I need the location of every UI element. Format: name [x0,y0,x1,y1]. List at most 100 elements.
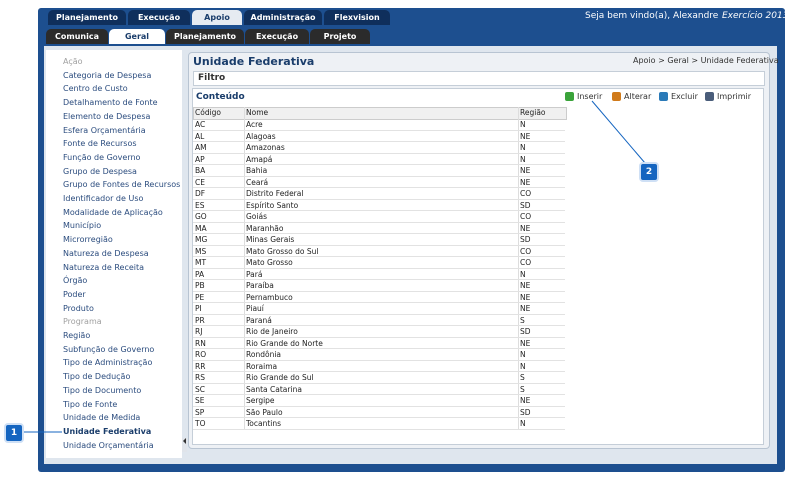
table-row[interactable] [193,326,565,338]
table-row[interactable] [193,177,565,188]
sidebar-item: Programa [63,317,102,327]
sidebar-item[interactable]: Unidade de Medida [63,413,141,423]
sidebar-item[interactable]: Esfera Orçamentária [63,125,146,135]
blank-area [568,185,736,212]
sidebar-item[interactable]: Detalhamento de Fonte [63,98,158,108]
toolbar-icon[interactable] [705,92,714,101]
column-header[interactable]: Região [520,108,546,117]
table-cell: NE [520,396,531,405]
table-row[interactable] [193,142,565,154]
table-cell: NE [520,338,531,348]
table-row[interactable] [193,292,565,303]
sidebar-item[interactable]: Microrregião [63,235,113,245]
table-row[interactable] [193,131,565,142]
table-row[interactable] [193,119,565,131]
sidebar-item[interactable]: Identificador de Uso [63,194,144,203]
collapse-handle[interactable] [182,438,187,452]
sidebar-item[interactable]: Categoria de Despesa [63,70,152,80]
table-row[interactable] [193,234,565,246]
table-cell: RN [195,338,206,348]
table-row[interactable] [193,165,565,177]
filter-bar[interactable] [193,71,765,86]
column-header[interactable]: Nome [246,108,269,117]
table-cell: Rondônia [246,350,281,359]
top-tab[interactable]: Apoio [192,10,242,25]
top-tab[interactable]: Administração [244,10,322,25]
top-tab[interactable]: Planejamento [48,10,126,25]
filter-label[interactable]: Filtro [198,73,226,83]
sidebar-item[interactable]: Tipo de Fonte [63,399,118,409]
table-row[interactable] [193,349,565,361]
sidebar-item[interactable]: Natureza de Receita [63,262,145,272]
toolbar-icon[interactable] [612,92,621,101]
sidebar-item[interactable]: Tipo de Administração [63,358,153,368]
table-row[interactable] [193,246,565,257]
table-row[interactable] [193,257,565,269]
sidebar-item[interactable]: Modalidade de Aplicação [63,207,163,217]
sidebar-item[interactable]: Órgão [63,276,88,286]
table-row[interactable] [193,361,565,372]
table-row[interactable] [193,418,565,430]
table-row[interactable] [193,338,565,349]
sidebar-item[interactable]: Região [63,331,91,340]
table-row[interactable] [193,384,565,395]
sidebar-item[interactable]: Grupo de Despesa [63,166,137,176]
sidebar-item[interactable]: Subfunção de Governo [63,344,155,354]
table-cell: Espírito Santo [246,200,299,210]
sidebar-item[interactable]: Função de Governo [63,152,141,162]
sidebar-item[interactable]: Grupo de Fontes de Recursos [63,180,181,190]
callout-line [591,100,646,164]
top-tab[interactable]: Flexvision [324,10,390,25]
table-cell: CO [520,189,532,198]
table-cell: SE [195,396,205,405]
sub-tab[interactable]: Comunica [46,29,108,44]
table-row[interactable] [193,154,565,165]
table-row[interactable] [193,315,565,326]
sub-tab[interactable]: Planejamento [166,29,244,44]
sidebar-item[interactable]: Tipo de Documento [63,385,142,395]
table-row[interactable] [193,200,565,211]
column-header[interactable]: Código [195,108,222,117]
table-row[interactable] [193,395,565,407]
sidebar-item[interactable]: Fonte de Recursos [63,139,137,149]
content-panel [192,88,764,445]
table-row[interactable] [193,407,565,418]
sidebar-item[interactable]: Poder [63,289,86,299]
toolbar-icon[interactable] [565,92,574,101]
top-tab[interactable]: Execução [128,10,190,25]
table-cell: CO [520,258,532,267]
sidebar-item[interactable]: Centro de Custo [63,84,128,94]
toolbar-icon[interactable] [659,92,668,101]
sidebar-item[interactable]: Município [63,221,102,231]
sub-tab[interactable]: Execução [245,29,309,44]
table-cell: S [520,315,525,325]
table-row[interactable] [193,269,565,280]
sub-tab[interactable]: Projeto [310,29,370,44]
table-row[interactable] [193,372,565,384]
toolbar-button[interactable]: Imprimir [717,92,752,101]
sidebar-item: Ação [63,57,83,66]
table-row[interactable] [193,211,565,223]
table-cell: SC [195,384,205,394]
sidebar-item[interactable]: Unidade Orçamentária [63,440,154,450]
table-cell: Mato Grosso do Sul [246,246,319,256]
table-cell: MG [195,235,208,244]
toolbar-button[interactable]: Alterar [624,92,652,101]
toolbar-button[interactable]: Excluir [671,92,698,101]
sidebar-item[interactable]: Natureza de Despesa [63,248,149,258]
table-cell: BA [195,166,206,175]
sidebar-item[interactable]: Tipo de Dedução [63,372,131,382]
sidebar-item[interactable]: Elemento de Despesa [63,111,151,121]
sidebar-item[interactable]: Produto [63,303,94,313]
sub-tab[interactable]: Geral [109,29,165,44]
table-row[interactable] [193,280,565,292]
table-row[interactable] [193,223,565,234]
toolbar-button[interactable]: Inserir [577,92,603,101]
table-cell: Alagoas [246,131,276,141]
table-row[interactable] [193,303,565,315]
table-row[interactable] [193,188,565,200]
sidebar-item[interactable]: Unidade Federativa [63,426,152,436]
table-cell: N [520,120,526,129]
